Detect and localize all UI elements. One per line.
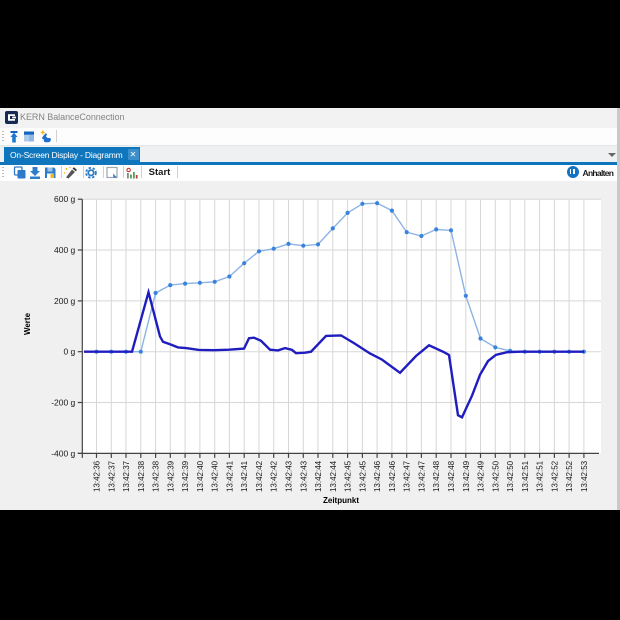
svg-text:13:42:39: 13:42:39 — [166, 460, 175, 492]
svg-text:600 g: 600 g — [54, 194, 76, 204]
svg-text:-400 g: -400 g — [51, 448, 75, 458]
svg-text:13:42:45: 13:42:45 — [344, 460, 353, 492]
svg-text:13:42:48: 13:42:48 — [447, 460, 456, 492]
svg-text:13:42:37: 13:42:37 — [107, 460, 116, 492]
svg-text:400 g: 400 g — [54, 245, 76, 255]
svg-text:13:42:47: 13:42:47 — [417, 460, 426, 492]
svg-text:13:42:38: 13:42:38 — [152, 460, 161, 492]
svg-text:13:42:38: 13:42:38 — [137, 460, 146, 492]
svg-text:Werte: Werte — [23, 312, 32, 335]
svg-text:13:42:51: 13:42:51 — [536, 460, 545, 492]
svg-text:13:42:45: 13:42:45 — [358, 460, 367, 492]
svg-text:13:42:47: 13:42:47 — [403, 460, 412, 492]
svg-text:13:42:36: 13:42:36 — [93, 460, 102, 492]
svg-text:13:42:40: 13:42:40 — [211, 460, 220, 492]
svg-text:13:42:43: 13:42:43 — [299, 460, 308, 492]
svg-text:Zeitpunkt: Zeitpunkt — [323, 496, 359, 505]
svg-text:13:42:40: 13:42:40 — [196, 460, 205, 492]
svg-text:13:42:50: 13:42:50 — [491, 460, 500, 492]
svg-text:13:42:52: 13:42:52 — [565, 460, 574, 492]
svg-text:13:42:49: 13:42:49 — [462, 460, 471, 492]
svg-text:13:42:44: 13:42:44 — [314, 460, 323, 492]
svg-text:13:42:52: 13:42:52 — [550, 460, 559, 492]
svg-text:13:42:49: 13:42:49 — [477, 460, 486, 492]
svg-text:13:42:39: 13:42:39 — [181, 460, 190, 492]
svg-text:13:42:48: 13:42:48 — [432, 460, 441, 492]
svg-text:13:42:44: 13:42:44 — [329, 460, 338, 492]
svg-text:13:42:42: 13:42:42 — [255, 460, 264, 492]
svg-text:13:42:51: 13:42:51 — [521, 460, 530, 492]
svg-text:200 g: 200 g — [54, 296, 76, 306]
svg-text:13:42:46: 13:42:46 — [373, 460, 382, 492]
svg-text:13:42:46: 13:42:46 — [388, 460, 397, 492]
svg-text:13:42:53: 13:42:53 — [580, 460, 589, 492]
svg-text:13:42:42: 13:42:42 — [270, 460, 279, 492]
svg-text:13:42:37: 13:42:37 — [122, 460, 131, 492]
svg-text:13:42:50: 13:42:50 — [506, 460, 515, 492]
svg-text:-200 g: -200 g — [51, 398, 75, 408]
svg-text:13:42:41: 13:42:41 — [225, 460, 234, 492]
svg-text:13:42:41: 13:42:41 — [240, 460, 249, 492]
svg-text:0 g: 0 g — [63, 347, 75, 357]
svg-text:13:42:43: 13:42:43 — [285, 460, 294, 492]
